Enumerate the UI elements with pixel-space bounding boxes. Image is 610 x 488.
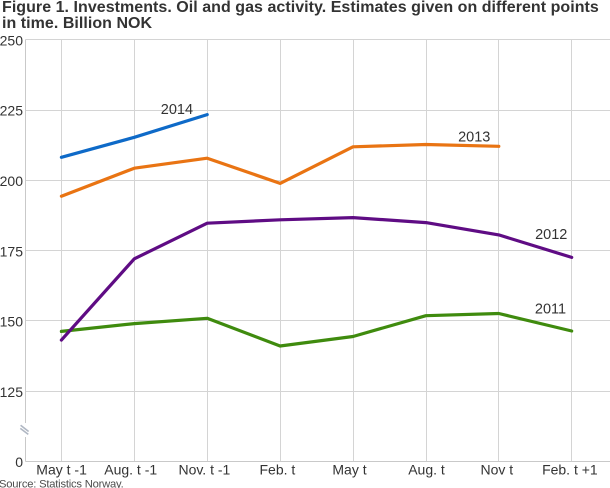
svg-text:Aug. t: Aug. t <box>408 462 445 478</box>
svg-text:0: 0 <box>15 454 23 470</box>
svg-text:Feb. t: Feb. t <box>260 462 296 478</box>
svg-text:175: 175 <box>0 243 23 259</box>
svg-text:125: 125 <box>0 384 23 400</box>
svg-text:150: 150 <box>0 314 23 330</box>
svg-text:2011: 2011 <box>535 301 566 317</box>
svg-text:Feb. t +1: Feb. t +1 <box>542 462 598 478</box>
svg-text:Aug. t -1: Aug. t -1 <box>104 462 157 478</box>
svg-text:2013: 2013 <box>458 129 490 145</box>
svg-text:2012: 2012 <box>535 227 567 243</box>
svg-text:250: 250 <box>0 32 23 48</box>
svg-text:Nov. t -1: Nov. t -1 <box>178 462 230 478</box>
svg-text:Nov t: Nov t <box>480 462 513 478</box>
svg-text:2014: 2014 <box>161 102 193 118</box>
svg-text:Source: Statistics Norway.: Source: Statistics Norway. <box>0 478 124 488</box>
svg-text:May t: May t <box>332 462 366 478</box>
svg-text:200: 200 <box>0 173 23 189</box>
svg-text:225: 225 <box>0 103 23 119</box>
svg-text:May t -1: May t -1 <box>36 462 87 478</box>
